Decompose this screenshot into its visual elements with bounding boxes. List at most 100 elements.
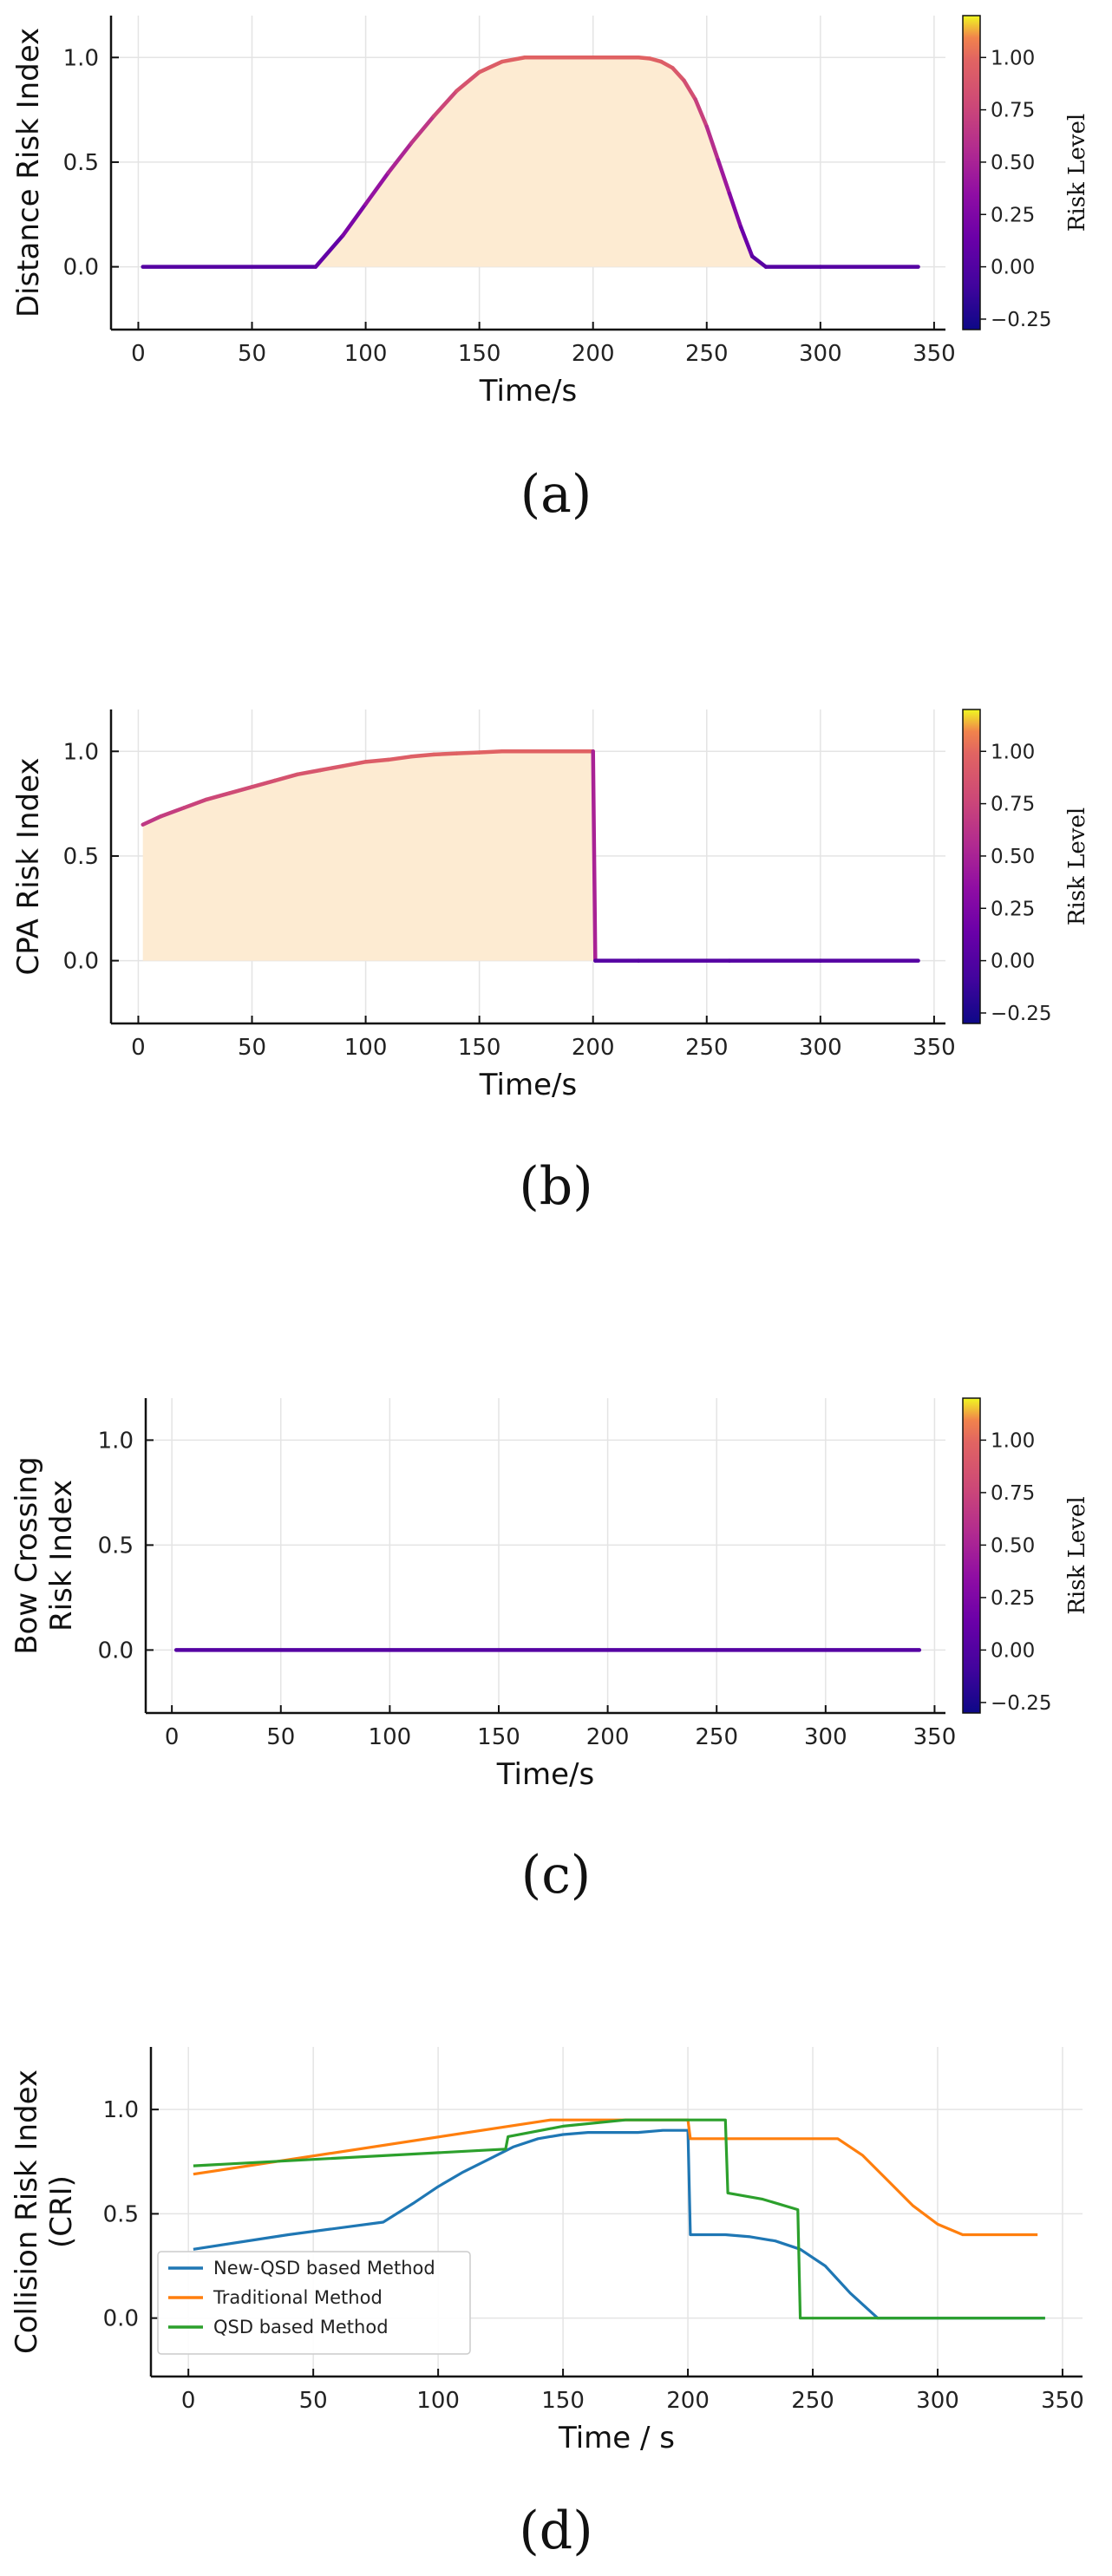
line-segment [670,66,686,83]
line-segment [749,254,769,269]
x-tick-label: 250 [695,1724,738,1750]
line-segment [409,752,436,759]
x-tick-label: 150 [477,1724,520,1750]
x-tick-label: 250 [791,2388,834,2414]
colorbar-tick-label: −0.25 [991,309,1051,331]
panel-caption: (c) [521,1845,591,1906]
y-axis-label: CPA Risk Index [11,757,46,975]
line-segment [341,201,368,238]
series-line [141,56,920,269]
colorbar-tick-label: 0.25 [991,898,1035,920]
line-segment [227,785,254,795]
line-segment [647,56,664,64]
y-tick-label: 0.0 [63,255,99,281]
colorbar-label: Risk Level [1064,807,1090,925]
series-line-1 [193,2118,1038,2237]
x-axis-label: Time/s [479,374,577,409]
colorbar-tick-label: 0.75 [991,100,1035,122]
legend-label: Traditional Method [213,2287,383,2308]
x-tick-label: 150 [458,341,501,367]
x-tick-label: 350 [1041,2388,1084,2414]
series-line [141,749,920,963]
colorbar-tick-label: 0.00 [991,257,1035,279]
line-segment [317,763,345,773]
y-tick-label: 1.0 [98,1428,134,1454]
legend-box [157,2251,471,2355]
y-axis-label: Distance Risk Index [11,28,46,317]
x-tick-label: 200 [572,1035,615,1061]
colorbar-tick-label: 1.00 [991,47,1035,69]
y-tick-label: 0.5 [98,1533,134,1559]
colorbar-label: Risk Level [1064,114,1090,232]
y-tick-label: 0.5 [63,844,99,870]
line-segment [159,806,186,819]
colorbar-tick-label: 0.00 [991,951,1035,973]
colorbar-tick-label: 0.50 [991,846,1035,868]
x-tick-label: 200 [586,1724,630,1750]
x-tick-label: 100 [416,2388,460,2414]
x-tick-label: 300 [804,1724,847,1750]
line-segment [659,59,675,70]
line-segment [363,170,391,206]
line-segment [181,797,209,810]
line-segment [716,158,732,196]
panel-caption: (a) [520,464,592,525]
y-axis-label: Collision Risk Index [10,2069,44,2354]
x-tick-label: 50 [299,2388,328,2414]
colorbar-tick-label: 0.50 [991,1534,1035,1557]
x-tick-label: 250 [685,341,729,367]
line-segment [500,56,527,64]
area-fill [142,751,919,961]
line-segment [591,749,598,963]
x-tick-label: 50 [238,341,266,367]
line-segment [738,225,755,258]
x-axis-label: Time / s [558,2421,675,2455]
line-segment [295,768,323,777]
line-segment [272,772,300,783]
line-segment [386,141,414,175]
line-segment [141,814,163,827]
line-segment [386,755,414,762]
colorbar-tick-label: 0.75 [991,794,1035,816]
x-tick-label: 100 [369,1724,412,1750]
series-line-0 [193,2128,1045,2320]
panel-a: 0 50 100 150 200 250 300 350 0.0 0.5 1.0 Time/s Dist… [11,15,1090,525]
line-segment [204,791,232,802]
x-tick-label: 200 [666,2388,710,2414]
x-axis-label: Time/s [479,1068,577,1102]
x-tick-label: 300 [799,341,842,367]
colorbar [962,709,981,1024]
line-segment [431,88,459,119]
y-axis-label: Bow Crossing [10,1456,44,1655]
panel-caption: (b) [519,1156,592,1217]
colorbar-tick-label: 0.25 [991,1587,1035,1610]
x-tick-label: 350 [913,1724,957,1750]
y-axis-label: (CRI) [44,2175,79,2248]
x-tick-label: 350 [912,1035,956,1061]
x-tick-label: 250 [685,1035,729,1061]
panel-d: 0 50 100 150 200 250 300 350 0.0 0.5 1.0 Time / s Co… [10,2047,1084,2561]
series-line-2 [193,2118,1045,2320]
colorbar-tick-label: 0.50 [991,152,1035,174]
x-tick-label: 300 [799,1035,842,1061]
line-segment [704,124,721,162]
panel-caption: (d) [519,2501,592,2561]
x-axis-label: Time/s [496,1757,594,1792]
line-segment [250,778,277,789]
line-segment [431,751,459,757]
x-tick-label: 200 [572,341,615,367]
x-tick-label: 0 [165,1724,180,1750]
line-segment [455,750,481,755]
y-tick-label: 1.0 [63,45,99,71]
x-tick-label: 100 [344,341,388,367]
x-tick-label: 100 [344,1035,388,1061]
y-tick-label: 1.0 [103,2097,139,2123]
colorbar-tick-label: 0.00 [991,1639,1035,1662]
line-segment [693,97,710,129]
y-tick-label: 0.0 [63,949,99,975]
line-segment [477,59,505,75]
panel-c: 0 50 100 150 200 250 300 350 0.0 0.5 1.0 Time/s Bow … [10,1397,1090,1906]
x-tick-label: 0 [131,1035,146,1061]
x-tick-label: 150 [541,2388,585,2414]
